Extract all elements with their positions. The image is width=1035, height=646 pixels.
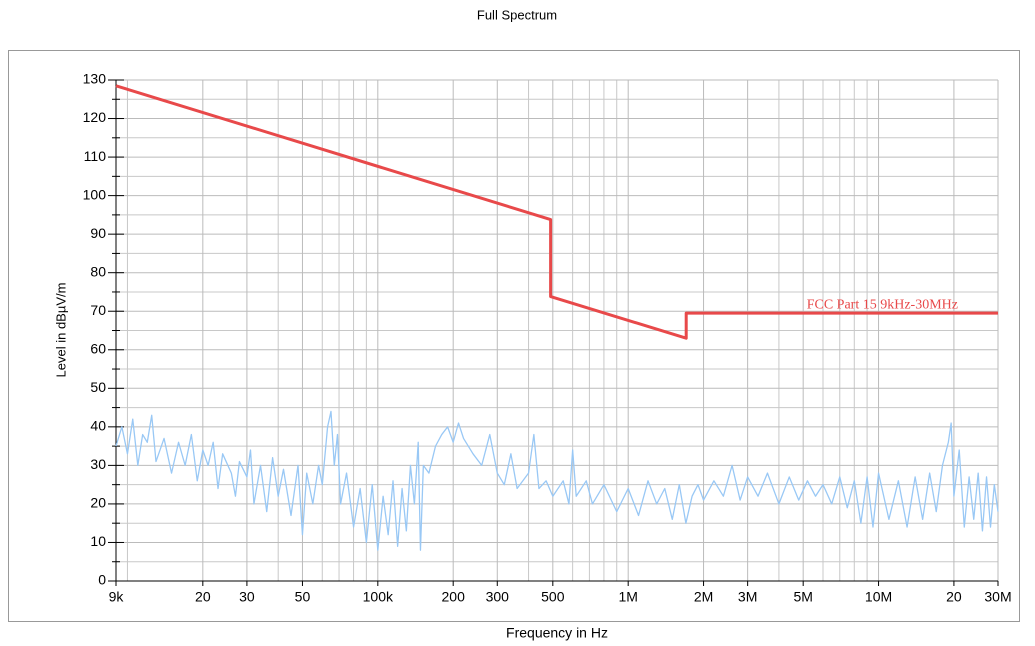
- y-tick-label: 120: [83, 109, 107, 125]
- x-tick-label: 30M: [984, 589, 1011, 605]
- y-tick-label: 70: [90, 302, 106, 318]
- chart-frame: [8, 50, 1020, 622]
- y-tick-label: 90: [90, 225, 106, 241]
- x-tick-label: 3M: [738, 589, 757, 605]
- y-tick-label: 100: [83, 186, 107, 202]
- x-tick-label: 50: [295, 589, 311, 605]
- y-tick-label: 10: [90, 533, 106, 549]
- x-tick-label: 9k: [109, 589, 125, 605]
- x-tick-label: 10M: [865, 589, 892, 605]
- y-tick-label: 40: [90, 418, 106, 434]
- y-tick-label: 20: [90, 495, 106, 511]
- x-tick-label: 300: [486, 589, 510, 605]
- x-tick-label: 200: [442, 589, 466, 605]
- series-line: [115, 84, 998, 340]
- y-tick-label: 50: [90, 379, 106, 395]
- series-line: [115, 410, 999, 551]
- y-tick-label: 0: [98, 572, 106, 588]
- x-tick-label: 2M: [694, 589, 713, 605]
- y-tick-label: 60: [90, 340, 106, 356]
- series-label: FCC Part 15 9kHz-30MHz: [807, 297, 958, 312]
- y-tick-label: 30: [90, 456, 106, 472]
- x-tick-label: 1M: [618, 589, 637, 605]
- y-tick-label: 110: [84, 148, 107, 164]
- x-tick-label: 100k: [363, 589, 394, 605]
- y-tick-label: 130: [83, 71, 107, 87]
- y-tick-label: 80: [90, 263, 106, 279]
- x-axis-label: Frequency in Hz: [506, 625, 608, 641]
- y-axis-label: Level in dBµV/m: [53, 283, 68, 378]
- x-tick-label: 5M: [793, 589, 812, 605]
- x-tick-label: 20: [946, 589, 962, 605]
- x-tick-label: 500: [541, 589, 565, 605]
- chart-title: Full Spectrum: [477, 7, 557, 22]
- x-tick-label: 30: [239, 589, 255, 605]
- x-tick-label: 20: [195, 589, 211, 605]
